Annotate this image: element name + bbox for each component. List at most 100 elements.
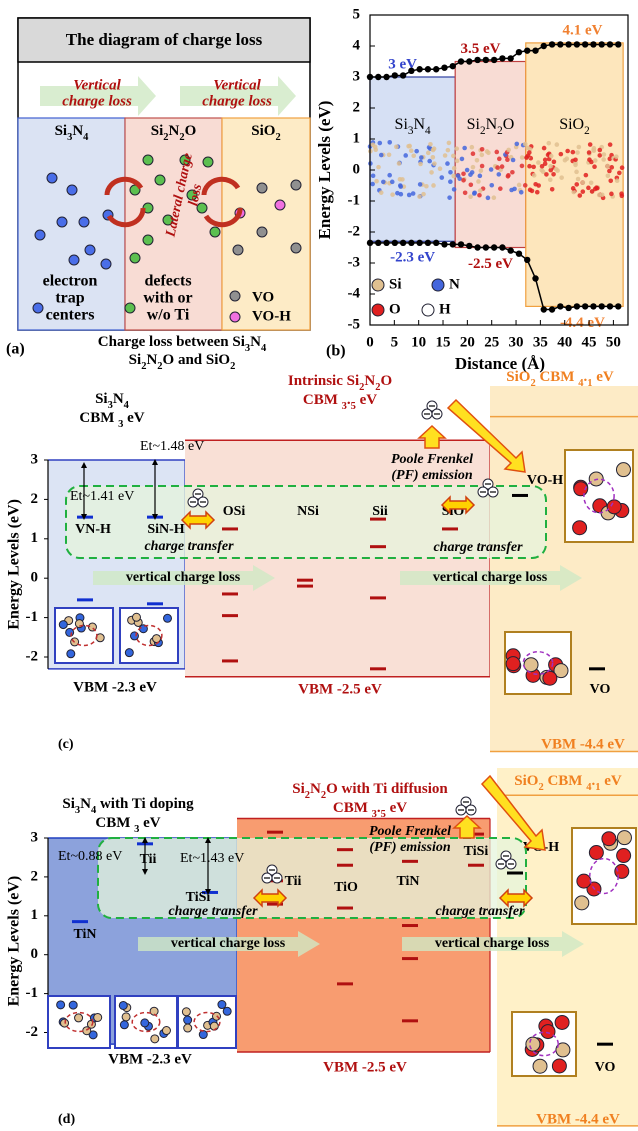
inset-atom — [67, 650, 75, 658]
atom — [485, 149, 490, 154]
text-part: O — [380, 373, 392, 389]
series-point — [532, 275, 538, 281]
text-part: with Ti doping — [96, 796, 194, 812]
atom — [523, 183, 528, 188]
atom — [465, 168, 470, 173]
text-part: 4 — [124, 400, 130, 411]
text-part: N — [113, 391, 124, 407]
atom — [371, 142, 376, 147]
atom — [403, 153, 408, 158]
text-part: O with Ti diffusion — [326, 781, 448, 797]
atom — [438, 166, 443, 171]
vo-dot — [257, 183, 267, 193]
transfer-label: charge transfer — [433, 540, 523, 555]
et-label: Et~0.88 eV — [58, 849, 122, 864]
inset-atom — [552, 1059, 566, 1073]
atom — [608, 142, 613, 147]
atom — [418, 162, 423, 167]
atom — [478, 188, 483, 193]
atom — [546, 141, 551, 146]
atom — [451, 174, 456, 179]
series-point — [450, 63, 456, 69]
text-part: 2 — [230, 361, 235, 372]
defect-dot — [125, 303, 135, 313]
atom — [574, 182, 579, 187]
level-label: TiSi — [464, 844, 489, 859]
atom — [594, 185, 599, 190]
series-point — [392, 72, 398, 78]
inset-atom — [223, 1007, 231, 1015]
x-tick-label: 50 — [606, 334, 621, 350]
text-part: 2 — [275, 132, 280, 143]
series-point — [400, 240, 406, 246]
trap-dot — [69, 255, 79, 265]
series-point — [392, 240, 398, 246]
atom — [589, 181, 594, 186]
level-label: SiN-H — [147, 522, 184, 537]
atom — [500, 164, 505, 169]
region-title: Si3N4 — [95, 391, 130, 410]
atom — [411, 191, 416, 196]
inset-atom — [184, 1016, 192, 1024]
inset-atom — [573, 521, 587, 535]
inset-atom — [541, 1025, 555, 1039]
atom — [489, 183, 494, 188]
series-point — [383, 74, 389, 80]
series-point — [574, 303, 580, 309]
atom — [486, 196, 491, 201]
x-tick-label: 35 — [533, 334, 548, 350]
atom — [600, 193, 605, 198]
atom — [544, 172, 549, 177]
atom — [448, 179, 453, 184]
atom — [593, 158, 598, 163]
level-label: TiSi — [186, 890, 211, 905]
inset-atom — [182, 1008, 190, 1016]
inset-atom — [575, 896, 589, 910]
vo-dot — [291, 180, 301, 190]
atom — [587, 157, 592, 162]
inset-atom — [119, 1001, 127, 1009]
level-label: OSi — [223, 504, 246, 519]
series-point — [433, 66, 439, 72]
series-point — [433, 240, 439, 246]
atom — [601, 157, 606, 162]
atom — [571, 150, 576, 155]
atom — [581, 180, 586, 185]
region-note: electron — [43, 273, 98, 290]
series-point — [516, 49, 522, 55]
inset-atom — [57, 1001, 65, 1009]
text-part: 4 — [425, 125, 431, 137]
atom — [452, 187, 457, 192]
atom — [461, 178, 466, 183]
series-point — [499, 244, 505, 250]
atom — [477, 193, 482, 198]
vbm-label: VBM -2.5 eV — [298, 681, 382, 697]
defect-dot — [143, 155, 153, 165]
series-point — [408, 240, 414, 246]
atom — [565, 149, 570, 154]
legend-atom — [422, 304, 434, 316]
atom — [598, 148, 603, 153]
pf-label: (PF) emission — [391, 468, 472, 483]
y-tick-label: 3 — [353, 68, 361, 84]
atom — [479, 168, 484, 173]
series-point — [565, 41, 571, 47]
series-point — [491, 244, 497, 250]
transfer-label: charge transfer — [168, 904, 258, 919]
inset-atom — [141, 1019, 149, 1027]
series-point — [557, 41, 563, 47]
vertical-label: vertical charge loss — [171, 936, 286, 951]
series-point — [607, 41, 613, 47]
defect-dot — [203, 157, 213, 167]
inset-atom — [184, 1024, 192, 1032]
atom — [554, 167, 559, 172]
text-part: SiO — [506, 369, 530, 385]
atom — [573, 157, 578, 162]
series-point — [557, 303, 563, 309]
atom — [527, 164, 532, 169]
atom — [588, 142, 593, 147]
inset-atom — [555, 1015, 569, 1029]
atom — [407, 144, 412, 149]
series-point — [590, 41, 596, 47]
region-title: SiO2 CBM 4.1 eV — [506, 369, 614, 388]
